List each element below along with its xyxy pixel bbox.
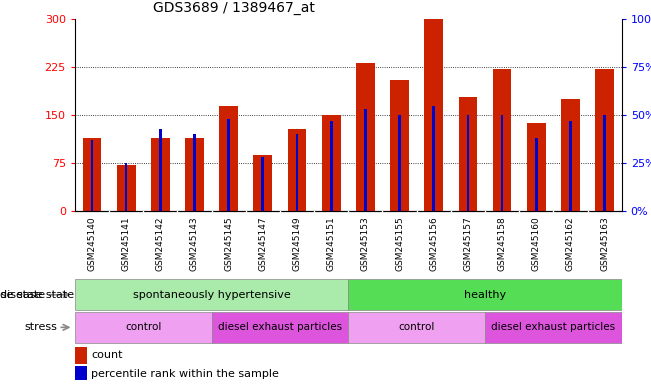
Bar bbox=[595, 69, 614, 211]
Bar bbox=[90, 140, 93, 211]
Bar bbox=[193, 134, 196, 211]
Bar bbox=[75, 279, 348, 310]
Bar bbox=[467, 115, 469, 211]
Bar bbox=[75, 347, 87, 364]
Text: GSM245162: GSM245162 bbox=[566, 217, 575, 271]
Text: GSM245163: GSM245163 bbox=[600, 217, 609, 271]
Text: GSM245156: GSM245156 bbox=[429, 217, 438, 271]
Bar bbox=[75, 366, 87, 380]
Text: diesel exhaust particles: diesel exhaust particles bbox=[218, 322, 342, 333]
Bar bbox=[262, 157, 264, 211]
Bar bbox=[296, 134, 298, 211]
Bar bbox=[424, 19, 443, 211]
Text: count: count bbox=[91, 350, 123, 360]
Bar bbox=[322, 115, 340, 211]
Text: GSM245155: GSM245155 bbox=[395, 217, 404, 271]
Bar bbox=[348, 279, 622, 310]
Bar bbox=[159, 129, 161, 211]
Bar bbox=[219, 106, 238, 211]
Bar bbox=[364, 109, 367, 211]
Bar bbox=[330, 121, 333, 211]
Text: GSM245140: GSM245140 bbox=[87, 217, 96, 271]
Text: disease state: disease state bbox=[0, 290, 45, 300]
Bar bbox=[493, 69, 512, 211]
Text: GSM245142: GSM245142 bbox=[156, 217, 165, 271]
Bar bbox=[185, 137, 204, 211]
Text: GSM245153: GSM245153 bbox=[361, 217, 370, 271]
Bar bbox=[212, 312, 348, 343]
Bar bbox=[253, 155, 272, 211]
Text: GSM245141: GSM245141 bbox=[122, 217, 131, 271]
Bar bbox=[75, 312, 212, 343]
Text: disease state: disease state bbox=[0, 290, 74, 300]
Text: diesel exhaust particles: diesel exhaust particles bbox=[492, 322, 615, 333]
Bar bbox=[603, 115, 606, 211]
Bar bbox=[288, 129, 307, 211]
Bar bbox=[561, 99, 580, 211]
Text: GSM245157: GSM245157 bbox=[464, 217, 473, 271]
Bar bbox=[227, 119, 230, 211]
Bar bbox=[390, 80, 409, 211]
Text: GSM245158: GSM245158 bbox=[497, 217, 506, 271]
Bar bbox=[535, 138, 538, 211]
Text: GSM245149: GSM245149 bbox=[292, 217, 301, 271]
Bar bbox=[83, 137, 102, 211]
Bar bbox=[501, 115, 503, 211]
Text: GSM245160: GSM245160 bbox=[532, 217, 541, 271]
Bar bbox=[527, 123, 546, 211]
Bar bbox=[151, 137, 170, 211]
Bar bbox=[117, 165, 135, 211]
Text: GSM245147: GSM245147 bbox=[258, 217, 268, 271]
Text: healthy: healthy bbox=[464, 290, 506, 300]
Text: stress: stress bbox=[24, 322, 57, 333]
Text: GSM245151: GSM245151 bbox=[327, 217, 336, 271]
Text: percentile rank within the sample: percentile rank within the sample bbox=[91, 369, 279, 379]
Text: control: control bbox=[398, 322, 435, 333]
Bar bbox=[398, 115, 401, 211]
Bar bbox=[458, 97, 477, 211]
Text: GSM245145: GSM245145 bbox=[224, 217, 233, 271]
Text: control: control bbox=[125, 322, 161, 333]
Text: GDS3689 / 1389467_at: GDS3689 / 1389467_at bbox=[153, 2, 315, 15]
Bar bbox=[125, 163, 128, 211]
Bar bbox=[485, 312, 622, 343]
Text: spontaneously hypertensive: spontaneously hypertensive bbox=[133, 290, 290, 300]
Bar bbox=[348, 312, 485, 343]
Bar bbox=[432, 106, 435, 211]
Bar bbox=[356, 63, 375, 211]
Text: GSM245143: GSM245143 bbox=[190, 217, 199, 271]
Bar bbox=[569, 121, 572, 211]
